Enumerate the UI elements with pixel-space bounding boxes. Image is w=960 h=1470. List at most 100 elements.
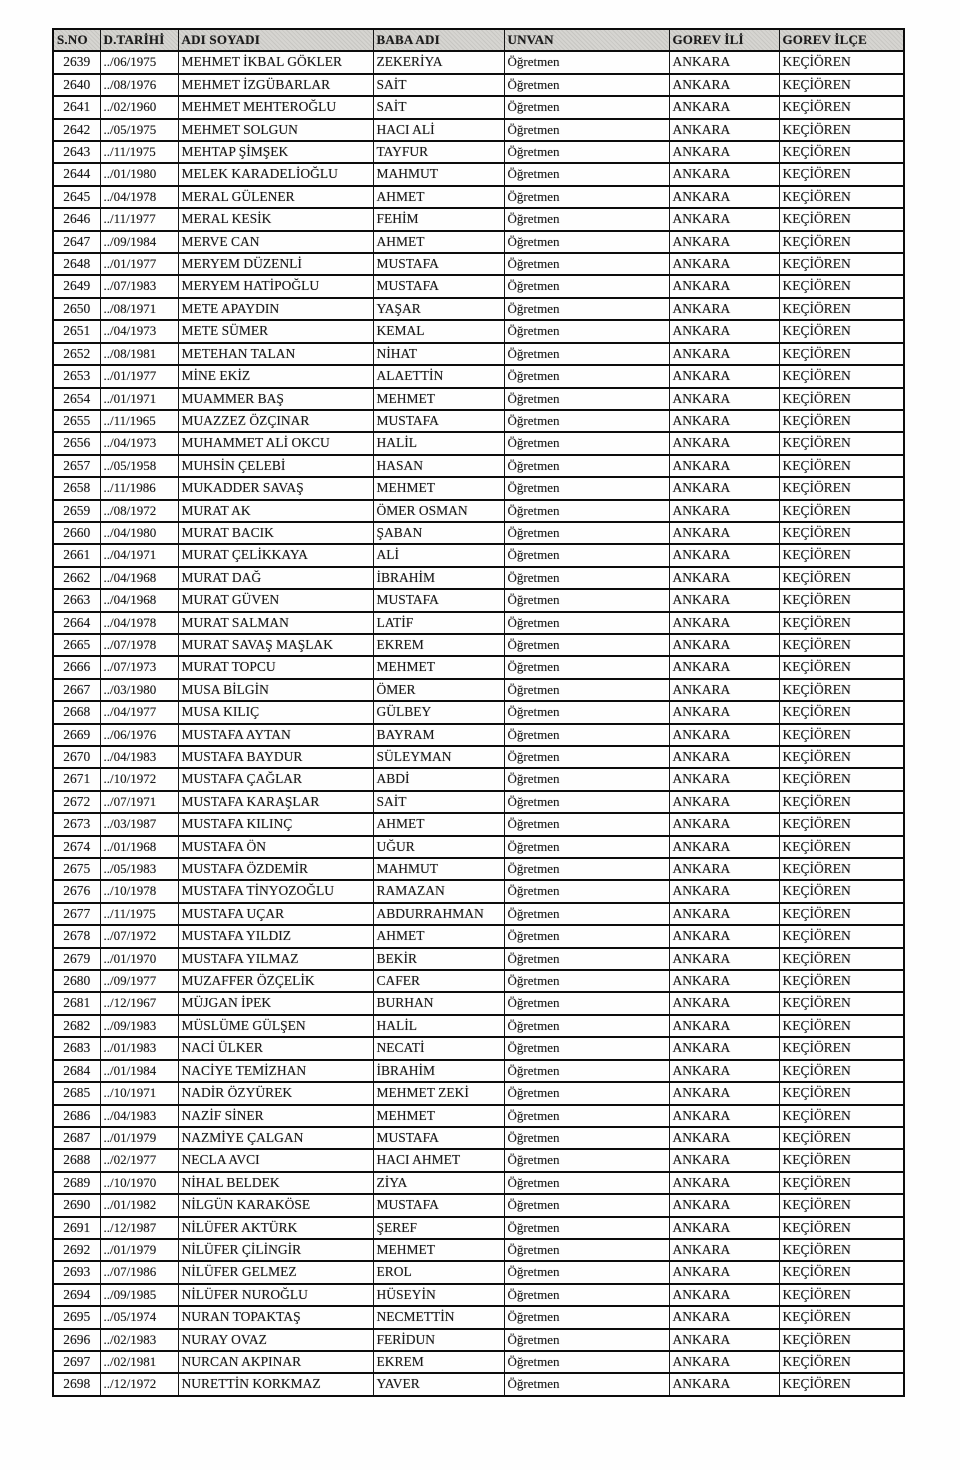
cell-name: MUSTAFA ÖZDEMİR (177, 857, 374, 882)
cell-birth-date: ../04/1977 (99, 700, 179, 725)
cell-title: Öğretmen (503, 632, 670, 658)
cell-father-name: EKREM (372, 632, 505, 658)
cell-title: Öğretmen (503, 969, 670, 994)
cell-title: Öğretmen (503, 722, 670, 748)
cell-province: ANKARA (668, 162, 780, 187)
cell-father-name: KEMAL (372, 319, 505, 344)
cell-district: KEÇİÖREN (778, 1148, 905, 1173)
cell-sno: 2683 (52, 1036, 101, 1061)
table-row: 2652 ../08/1981 METEHAN TALAN NİHAT Öğretmen… (52, 341, 905, 367)
cell-sno: 2689 (52, 1170, 101, 1196)
cell-title: Öğretmen (503, 72, 670, 98)
cell-name: MÜSLÜME GÜLŞEN (177, 1013, 374, 1039)
cell-name: MERVE CAN (177, 229, 374, 255)
cell-father-name: SÜLEYMAN (372, 744, 505, 770)
cell-name: NURETTİN KORKMAZ (177, 1372, 374, 1397)
cell-province: ANKARA (668, 924, 780, 949)
cell-sno: 2696 (52, 1327, 101, 1352)
cell-birth-date: ../07/1972 (99, 924, 179, 949)
cell-province: ANKARA (668, 498, 780, 523)
table-row: 2669 ../06/1976 MUSTAFA AYTAN BAYRAM Öğretme… (52, 722, 905, 748)
cell-father-name: EROL (372, 1260, 505, 1285)
cell-name: NAZMİYE ÇALGAN (177, 1125, 374, 1151)
cell-title: Öğretmen (503, 162, 670, 187)
cell-title: Öğretmen (503, 341, 670, 367)
table-row: 2690 ../01/1982 NİLGÜN KARAKÖSE MUSTAFA Öğre… (52, 1193, 905, 1218)
cell-title: Öğretmen (503, 453, 670, 479)
cell-district: KEÇİÖREN (778, 924, 905, 949)
cell-title: Öğretmen (503, 1193, 670, 1218)
cell-sno: 2694 (52, 1282, 101, 1308)
cell-sno: 2690 (52, 1193, 101, 1218)
cell-province: ANKARA (668, 700, 780, 725)
table-row: 2664 ../04/1978 MURAT SALMAN LATİF Öğretmen A… (52, 610, 905, 635)
cell-title: Öğretmen (503, 700, 670, 725)
cell-birth-date: ../05/1975 (99, 117, 179, 143)
cell-sno: 2640 (52, 72, 101, 98)
cell-district: KEÇİÖREN (778, 834, 905, 860)
cell-sno: 2669 (52, 722, 101, 748)
cell-title: Öğretmen (503, 655, 670, 680)
table-row: 2688 ../02/1977 NECLA AVCI HACI AHMET Öğretm… (52, 1148, 905, 1173)
cell-province: ANKARA (668, 879, 780, 904)
cell-birth-date: ../11/1975 (99, 140, 179, 165)
cell-title: Öğretmen (503, 364, 670, 389)
table-row: 2656 ../04/1973 MUHAMMET ALİ OKCU HALİL Öğre… (52, 431, 905, 456)
cell-father-name: ŞABAN (372, 520, 505, 546)
table-row: 2645 ../04/1978 MERAL GÜLENER AHMET Öğretmen… (52, 184, 905, 210)
cell-father-name: ABDİ (372, 767, 505, 792)
table-row: 2653 ../01/1977 MİNE EKİZ ALAETTİN Öğretmen A… (52, 364, 905, 389)
cell-province: ANKARA (668, 453, 780, 479)
table-row: 2697 ../02/1981 NURCAN AKPINAR EKREM Öğretme… (52, 1349, 905, 1375)
cell-father-name: HACI ALİ (372, 117, 505, 143)
cell-district: KEÇİÖREN (778, 1215, 905, 1240)
cell-sno: 2686 (52, 1103, 101, 1128)
table-row: 2641 ../02/1960 MEHMET MEHTEROĞLU SAİT Öğret… (52, 95, 905, 120)
cell-father-name: MAHMUT (372, 857, 505, 882)
cell-title: Öğretmen (503, 543, 670, 568)
cell-birth-date: ../08/1976 (99, 72, 179, 98)
cell-sno: 2652 (52, 341, 101, 367)
cell-district: KEÇİÖREN (778, 1081, 905, 1106)
cell-sno: 2650 (52, 296, 101, 322)
cell-sno: 2675 (52, 857, 101, 882)
cell-title: Öğretmen (503, 50, 670, 75)
cell-name: METEHAN TALAN (177, 341, 374, 367)
table-row: 2655 ../11/1965 MUAZZEZ ÖZÇINAR MUSTAFA Öğre… (52, 408, 905, 434)
cell-province: ANKARA (668, 1193, 780, 1218)
cell-district: KEÇİÖREN (778, 655, 905, 680)
header-title: UNVAN (503, 27, 670, 53)
cell-sno: 2668 (52, 700, 101, 725)
cell-birth-date: ../10/1970 (99, 1170, 179, 1196)
table-row: 2639 ../06/1975 MEHMET İKBAL GÖKLER ZEKERİY… (52, 50, 905, 75)
cell-sno: 2681 (52, 991, 101, 1016)
cell-province: ANKARA (668, 1125, 780, 1151)
cell-father-name: ÖMER (372, 677, 505, 703)
cell-father-name: AHMET (372, 184, 505, 210)
table-row: 2678 ../07/1972 MUSTAFA YILDIZ AHMET Öğretme… (52, 924, 905, 949)
cell-district: KEÇİÖREN (778, 1013, 905, 1039)
cell-father-name: MUSTAFA (372, 1125, 505, 1151)
cell-province: ANKARA (668, 1305, 780, 1330)
cell-name: MELEK KARADELİOĞLU (177, 162, 374, 187)
cell-title: Öğretmen (503, 476, 670, 501)
cell-sno: 2676 (52, 879, 101, 904)
cell-name: NURCAN AKPINAR (177, 1349, 374, 1375)
cell-title: Öğretmen (503, 1036, 670, 1061)
cell-title: Öğretmen (503, 1148, 670, 1173)
cell-province: ANKARA (668, 1349, 780, 1375)
cell-sno: 2656 (52, 431, 101, 456)
cell-sno: 2660 (52, 520, 101, 546)
cell-sno: 2646 (52, 207, 101, 232)
cell-sno: 2664 (52, 610, 101, 635)
cell-title: Öğretmen (503, 117, 670, 143)
table-row: 2657 ../05/1958 MUHSİN ÇELEBİ HASAN Öğretmen… (52, 453, 905, 479)
cell-birth-date: ../12/1967 (99, 991, 179, 1016)
cell-district: KEÇİÖREN (778, 476, 905, 501)
cell-title: Öğretmen (503, 229, 670, 255)
table-row: 2647 ../09/1984 MERVE CAN AHMET Öğretmen ANKA… (52, 229, 905, 255)
cell-province: ANKARA (668, 812, 780, 837)
table-row: 2672 ../07/1971 MUSTAFA KARAŞLAR SAİT Öğretm… (52, 789, 905, 815)
cell-province: ANKARA (668, 991, 780, 1016)
